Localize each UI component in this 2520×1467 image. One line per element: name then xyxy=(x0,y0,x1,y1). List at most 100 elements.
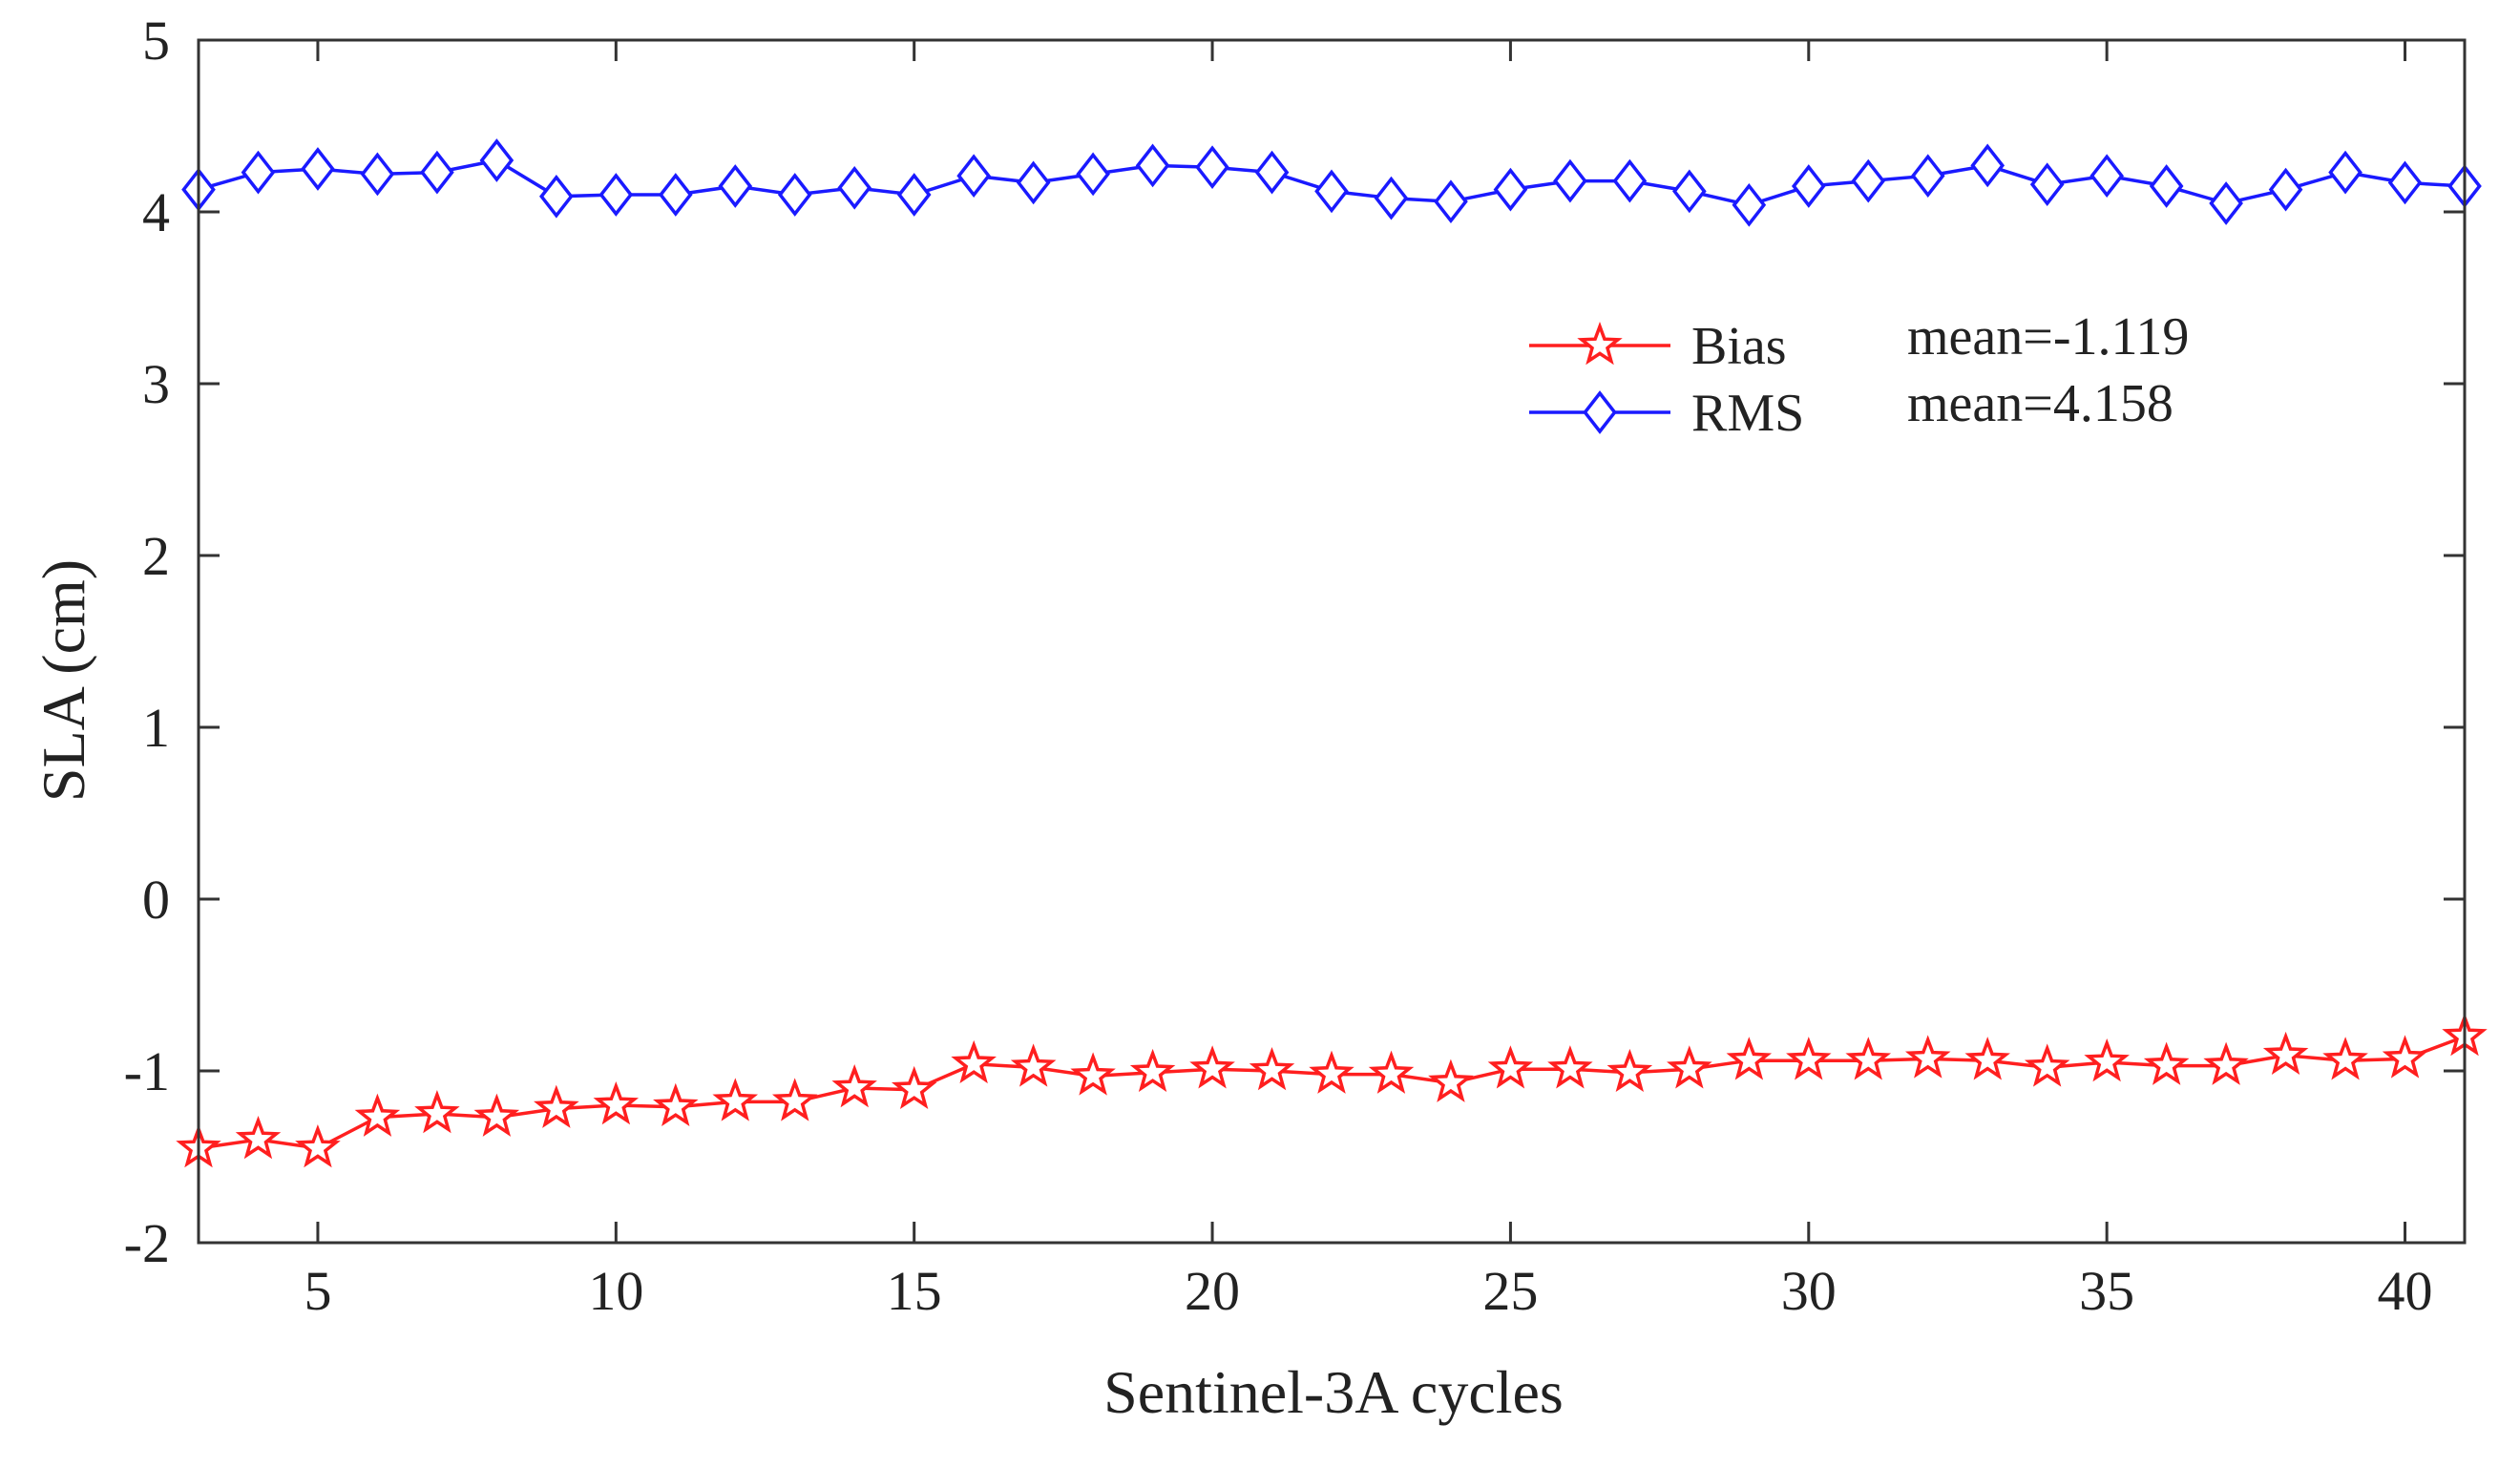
bias-marker xyxy=(473,1093,520,1137)
rms-marker xyxy=(718,164,753,208)
bias-marker xyxy=(1309,1050,1354,1094)
rms-marker xyxy=(1732,182,1767,227)
bias-marker xyxy=(593,1081,640,1125)
bias-marker xyxy=(891,1065,937,1110)
bias-marker xyxy=(1726,1037,1773,1080)
y-tick-label: 4 xyxy=(142,181,170,243)
bias-marker xyxy=(831,1063,877,1108)
bias-marker xyxy=(1368,1050,1415,1094)
y-tick-label: 5 xyxy=(142,10,170,72)
rms-marker xyxy=(2387,160,2423,205)
rms-marker xyxy=(2328,150,2362,195)
bias-marker xyxy=(1428,1058,1474,1102)
bias-marker xyxy=(2262,1031,2309,1076)
bias-marker xyxy=(2143,1041,2190,1085)
rms-marker xyxy=(2149,164,2184,208)
x-tick-label: 5 xyxy=(304,1260,331,1322)
bias-marker xyxy=(1189,1045,1235,1089)
bias-marker xyxy=(295,1124,341,1168)
rms-marker xyxy=(1612,158,1648,203)
y-axis-title: SLA (cm) xyxy=(30,559,97,802)
rms-marker xyxy=(1374,176,1409,220)
rms-marker xyxy=(1672,169,1707,214)
bias-marker xyxy=(534,1084,579,1128)
rms-marker xyxy=(1791,164,1826,208)
y-tick-label: 3 xyxy=(142,353,170,415)
bias-marker xyxy=(1786,1037,1832,1080)
bias-marker xyxy=(1606,1048,1653,1093)
rms-marker xyxy=(1493,167,1528,212)
x-tick-label: 40 xyxy=(2378,1260,2433,1322)
bias-marker xyxy=(1249,1047,1295,1091)
bias-marker xyxy=(1129,1048,1176,1093)
bias-marker xyxy=(653,1082,699,1127)
rms-marker xyxy=(420,150,454,195)
x-tick-label: 35 xyxy=(2079,1260,2134,1322)
rms-marker xyxy=(658,173,693,217)
x-tick-label: 15 xyxy=(887,1260,942,1322)
rms-marker xyxy=(360,152,395,197)
rms-marker xyxy=(479,138,514,182)
rms-marker xyxy=(301,147,335,191)
rms-marker xyxy=(1016,160,1051,205)
bias-marker xyxy=(2024,1043,2070,1087)
rms-marker xyxy=(2209,181,2243,225)
rms-marker xyxy=(1851,158,1886,203)
x-tick-label: 20 xyxy=(1185,1260,1240,1322)
rms-marker xyxy=(1553,158,1587,203)
rms-marker xyxy=(1076,152,1110,197)
legend-marker-rms xyxy=(1583,390,1617,434)
legend-mean-bias: mean=-1.119 xyxy=(1907,307,2189,367)
rms-marker xyxy=(956,154,991,199)
bias-marker xyxy=(414,1089,460,1134)
bias-series xyxy=(176,1012,2488,1168)
bias-marker xyxy=(1010,1043,1057,1087)
legend-entry-rms: RMS mean=4.158 xyxy=(1529,374,2174,443)
x-tick-label: 25 xyxy=(1482,1260,1538,1322)
rms-marker xyxy=(539,174,574,219)
y-tick-label: 1 xyxy=(142,697,170,759)
bias-marker xyxy=(1845,1037,1892,1080)
x-axis-title: Sentinel-3A cycles xyxy=(1103,1358,1564,1426)
bias-marker xyxy=(951,1039,997,1084)
rms-marker xyxy=(2268,167,2303,212)
rms-series xyxy=(181,138,2482,227)
rms-marker xyxy=(777,173,812,217)
legend-mean-rms: mean=4.158 xyxy=(1907,374,2174,433)
rms-marker xyxy=(2029,162,2065,207)
y-tick-label: -1 xyxy=(124,1040,170,1102)
legend-entry-bias: Bias mean=-1.119 xyxy=(1529,307,2189,376)
legend-label-bias: Bias xyxy=(1691,317,1787,376)
bias-marker xyxy=(1667,1045,1712,1089)
bias-marker xyxy=(1964,1037,2010,1080)
y-tick-label: -2 xyxy=(124,1212,170,1274)
bias-marker xyxy=(2382,1035,2428,1079)
rms-marker xyxy=(1254,150,1290,195)
bias-marker xyxy=(2084,1038,2130,1082)
bias-marker xyxy=(235,1116,282,1160)
rms-marker xyxy=(2090,154,2124,199)
bias-marker xyxy=(1904,1035,1951,1079)
rms-marker xyxy=(1314,169,1349,214)
rms-marker xyxy=(241,150,276,195)
y-tick-label: 0 xyxy=(142,869,170,931)
plot-frame xyxy=(197,38,2467,1245)
rms-marker xyxy=(1434,179,1468,224)
x-tick-label: 10 xyxy=(588,1260,643,1322)
bias-marker xyxy=(354,1093,401,1137)
rms-marker xyxy=(896,173,932,217)
rms-marker xyxy=(1195,145,1229,190)
legend: Bias mean=-1.119 RMS mean=4.158 xyxy=(1529,307,2189,443)
legend-label-rms: RMS xyxy=(1691,384,1804,443)
y-tick-label: 2 xyxy=(142,525,170,587)
bias-marker xyxy=(2203,1041,2249,1085)
rms-marker xyxy=(837,165,872,210)
x-tick-label: 30 xyxy=(1781,1260,1837,1322)
bias-marker xyxy=(1547,1045,1593,1089)
rms-marker xyxy=(1910,154,1945,199)
legend-marker-bias xyxy=(1577,321,1623,366)
bias-marker xyxy=(2322,1037,2368,1080)
bias-marker xyxy=(1070,1052,1116,1096)
